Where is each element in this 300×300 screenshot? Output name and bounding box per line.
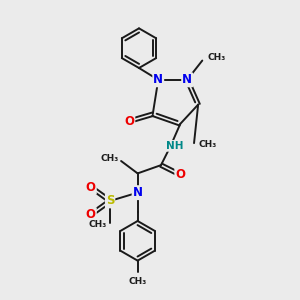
Text: CH₃: CH₃ <box>128 277 147 286</box>
Text: CH₃: CH₃ <box>207 53 226 62</box>
Text: N: N <box>153 73 163 86</box>
Text: O: O <box>124 115 134 128</box>
Text: N: N <box>182 73 192 86</box>
Text: CH₃: CH₃ <box>88 220 107 229</box>
Text: O: O <box>86 181 96 194</box>
Text: CH₃: CH₃ <box>100 154 118 163</box>
Text: NH: NH <box>166 141 184 151</box>
Text: O: O <box>86 208 96 221</box>
Text: CH₃: CH₃ <box>198 140 216 149</box>
Text: S: S <box>106 194 114 207</box>
Text: N: N <box>133 186 142 199</box>
Text: O: O <box>175 168 185 181</box>
